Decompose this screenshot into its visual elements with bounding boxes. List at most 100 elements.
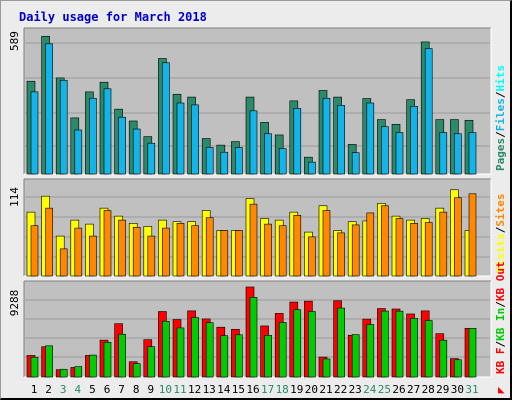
bar-sites-day-21 [322,210,331,277]
bar-sites-day-7 [118,219,126,277]
x-tick-label-day-21: 21 [319,383,332,396]
bar-sites-day-10 [162,227,170,277]
x-tick-label-day-13: 13 [203,383,216,396]
x-tick-label-day-22: 22 [334,383,347,396]
legend-panel-2: KB F/KB In/KB Out [494,261,507,374]
bar-kb-in-day-3 [59,368,68,378]
bar-files-day-16 [249,110,258,175]
bar-files-day-20 [308,161,316,175]
bar-kb-in-day-22 [337,307,345,378]
legend-entry-kb-f: KB F [494,348,507,375]
x-tick-label-day-6: 6 [104,383,111,396]
x-tick-label-day-19: 19 [290,383,303,396]
bar-sites-day-26 [395,218,404,277]
x-tick-label-day-15: 15 [232,383,245,396]
bar-files-day-13 [205,147,214,175]
bar-files-day-31 [468,132,477,175]
legend-separator: / [494,91,507,98]
bar-kb-in-day-17 [264,335,272,378]
bar-sites-day-17 [264,223,272,277]
bar-sites-day-27 [410,223,418,277]
bar-files-day-3 [59,79,68,175]
y-max-label-panel-0: 589 [8,31,21,51]
bar-sites-day-22 [337,232,345,277]
x-tick-label-day-11: 11 [173,383,186,396]
legend-panel-0: Pages/Files/Hits [494,65,507,171]
legend-entry-hits: Hits [494,65,507,92]
x-tick-label-day-14: 14 [217,383,231,396]
corner-glyph: ◣ [498,383,505,396]
bar-files-day-23 [351,152,360,175]
legend-entry-pages: Pages [494,138,507,171]
legend-panel-1: Visits/Sites [494,194,507,274]
bar-sites-day-15 [235,230,243,277]
chart-title: Daily usage for March 2018 [19,10,207,24]
bar-kb-in-day-21 [322,358,331,378]
bar-kb-in-day-13 [205,322,214,378]
bar-kb-in-day-30 [454,359,462,378]
x-tick-label-day-26: 26 [392,383,405,396]
legend-separator: / [494,301,507,308]
bar-sites-day-23 [351,224,360,277]
bar-sites-day-3 [59,248,68,277]
x-tick-label-day-3: 3 [60,383,67,396]
bar-sites-day-1 [30,225,39,277]
bar-kb-in-day-5 [89,354,97,378]
bar-sites-day-5 [89,235,97,277]
bar-kb-in-day-27 [410,318,418,378]
x-tick-label-day-29: 29 [436,383,449,396]
x-tick-label-day-16: 16 [246,383,259,396]
bar-files-day-2 [45,43,53,175]
bar-files-day-11 [176,102,185,175]
bar-sites-day-9 [147,235,156,277]
bar-sites-day-30 [454,197,462,277]
x-tick-label-day-10: 10 [159,383,172,396]
y-max-label-panel-1: 114 [8,187,21,207]
bar-kb-in-day-10 [162,320,170,378]
bar-sites-day-24 [366,212,375,277]
bar-files-day-15 [235,147,243,175]
x-tick-label-day-7: 7 [118,383,125,396]
bar-files-day-17 [264,133,272,175]
bar-files-day-9 [147,142,156,175]
bar-kb-in-day-18 [278,322,287,378]
legend-separator: / [494,131,507,138]
bar-kb-in-day-28 [424,320,433,378]
bar-sites-day-2 [45,207,53,277]
bar-sites-day-8 [132,227,141,277]
bar-files-day-28 [424,48,433,175]
bar-files-day-5 [89,97,97,175]
x-tick-label-day-1: 1 [31,383,38,396]
bar-files-day-27 [410,106,418,175]
x-tick-label-day-8: 8 [133,383,140,396]
x-tick-label-day-17: 17 [261,383,274,396]
bar-kb-in-day-23 [351,334,360,378]
bar-sites-day-19 [293,215,302,277]
bar-files-day-1 [30,91,39,175]
bar-kb-in-day-25 [381,310,389,378]
x-tick-label-day-27: 27 [407,383,420,396]
bar-files-day-10 [162,62,170,175]
legend-entry-visits: Visits [494,233,507,273]
bar-files-day-6 [103,88,112,175]
x-tick-label-day-5: 5 [89,383,96,396]
bar-kb-in-day-2 [45,345,53,378]
bar-files-day-29 [439,132,448,175]
bar-sites-day-16 [249,203,258,277]
bar-kb-in-day-15 [235,334,243,378]
bar-sites-day-29 [439,211,448,277]
bar-sites-day-20 [308,236,316,277]
bar-kb-in-day-24 [366,324,375,378]
bar-sites-day-28 [424,222,433,277]
bar-files-day-25 [381,126,389,175]
bar-files-day-22 [337,105,345,175]
bar-sites-day-4 [74,227,83,277]
bar-kb-in-day-9 [147,346,156,378]
bar-kb-in-day-6 [103,341,112,378]
bar-files-day-4 [74,129,83,175]
legend-entry-kb-out: KB Out [494,261,507,301]
y-max-label-panel-2: 9288 [8,290,21,317]
bar-files-day-8 [132,128,141,175]
